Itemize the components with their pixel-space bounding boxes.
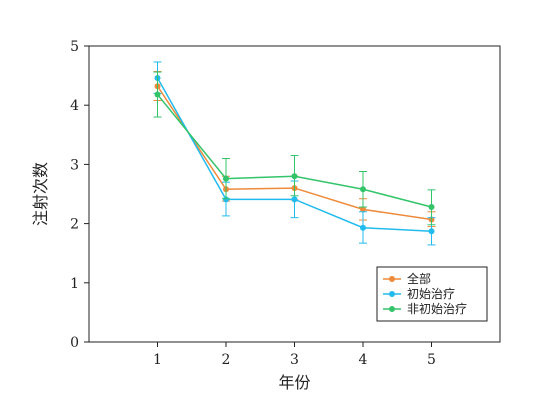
data-point [428,228,435,235]
legend-marker [389,291,395,297]
plot-area: 0 1 2 3 4 5 1 2 3 4 5 [70,39,501,368]
series-2 [153,61,436,246]
y-tick-label: 1 [70,276,79,292]
data-point [428,204,435,211]
x-tick-label: 2 [222,352,231,368]
x-axis-title: 年份 [278,373,310,392]
x-tick-label: 5 [427,352,436,368]
y-tick-label: 5 [70,39,79,55]
legend-marker [389,276,395,282]
legend-marker [389,306,395,312]
data-point [360,224,366,231]
y-axis-title: 注射次数 [31,162,50,226]
data-point [360,206,366,213]
legend-label: 初始治疗 [407,287,455,301]
y-tick-label: 4 [70,98,79,114]
data-point [223,196,229,203]
data-point [223,175,229,182]
legend-label: 全部 [407,271,431,286]
y-tick-label: 0 [70,335,79,351]
x-tick-label: 4 [359,352,368,368]
data-point [154,91,161,98]
y-tick-label: 2 [70,217,79,233]
y-tick-label: 3 [70,157,79,173]
legend-label: 非初始治疗 [407,302,467,316]
data-point [291,173,298,180]
series-3 [153,71,436,226]
data-point [360,186,366,193]
data-point [291,196,298,203]
x-tick-label: 3 [290,352,299,368]
x-tick-label: 1 [153,352,162,368]
